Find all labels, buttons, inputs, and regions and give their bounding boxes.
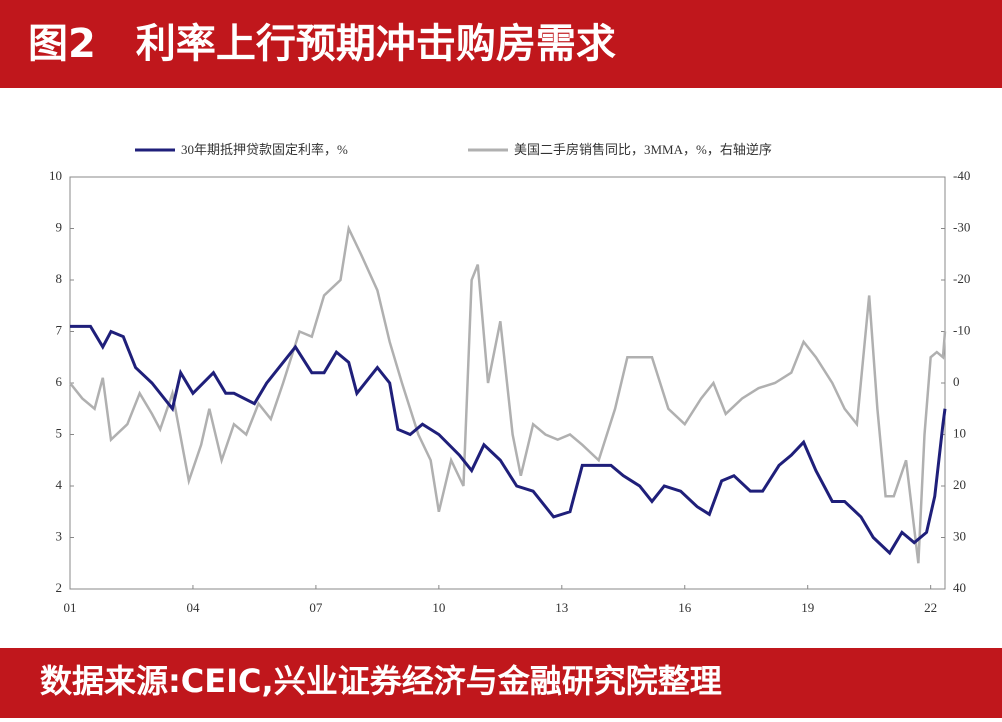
y2-tick-label: 40	[953, 580, 966, 595]
x-tick-label: 01	[64, 600, 77, 615]
x-tick-label: 13	[555, 600, 568, 615]
x-tick-label: 22	[924, 600, 937, 615]
x-tick-label: 07	[309, 600, 323, 615]
y2-tick-label: 10	[953, 425, 966, 440]
series-line	[69, 224, 947, 564]
footer-source: 数据来源:CEIC,兴业证券经济与金融研究院整理	[40, 662, 722, 700]
y-tick-label: 9	[56, 219, 63, 234]
y2-tick-label: -20	[953, 271, 970, 286]
y-tick-label: 2	[56, 580, 63, 595]
y2-tick-label: -40	[953, 168, 970, 183]
y-tick-label: 8	[56, 271, 63, 286]
legend-label: 美国二手房销售同比，3MMA，%，右轴逆序	[514, 142, 772, 157]
x-tick-label: 16	[678, 600, 692, 615]
series-line	[70, 324, 947, 556]
y2-tick-label: -10	[953, 322, 970, 337]
x-tick-label: 04	[186, 600, 200, 615]
y2-tick-label: 0	[953, 374, 960, 389]
y2-tick-label: -30	[953, 219, 970, 234]
y-tick-label: 4	[56, 477, 63, 492]
header-title: 图2 利率上行预期冲击购房需求	[28, 21, 616, 67]
x-tick-label: 10	[432, 600, 445, 615]
footer-band	[0, 648, 1002, 718]
y-tick-label: 5	[56, 425, 63, 440]
y2-tick-label: 30	[953, 528, 966, 543]
y2-tick-label: 20	[953, 477, 966, 492]
y-tick-label: 10	[49, 168, 62, 183]
legend-label: 30年期抵押贷款固定利率，%	[181, 142, 348, 157]
y-tick-label: 3	[56, 528, 63, 543]
y-tick-label: 6	[56, 374, 63, 389]
header-band	[0, 0, 1002, 88]
x-tick-label: 19	[801, 600, 814, 615]
y-tick-label: 7	[56, 322, 63, 337]
